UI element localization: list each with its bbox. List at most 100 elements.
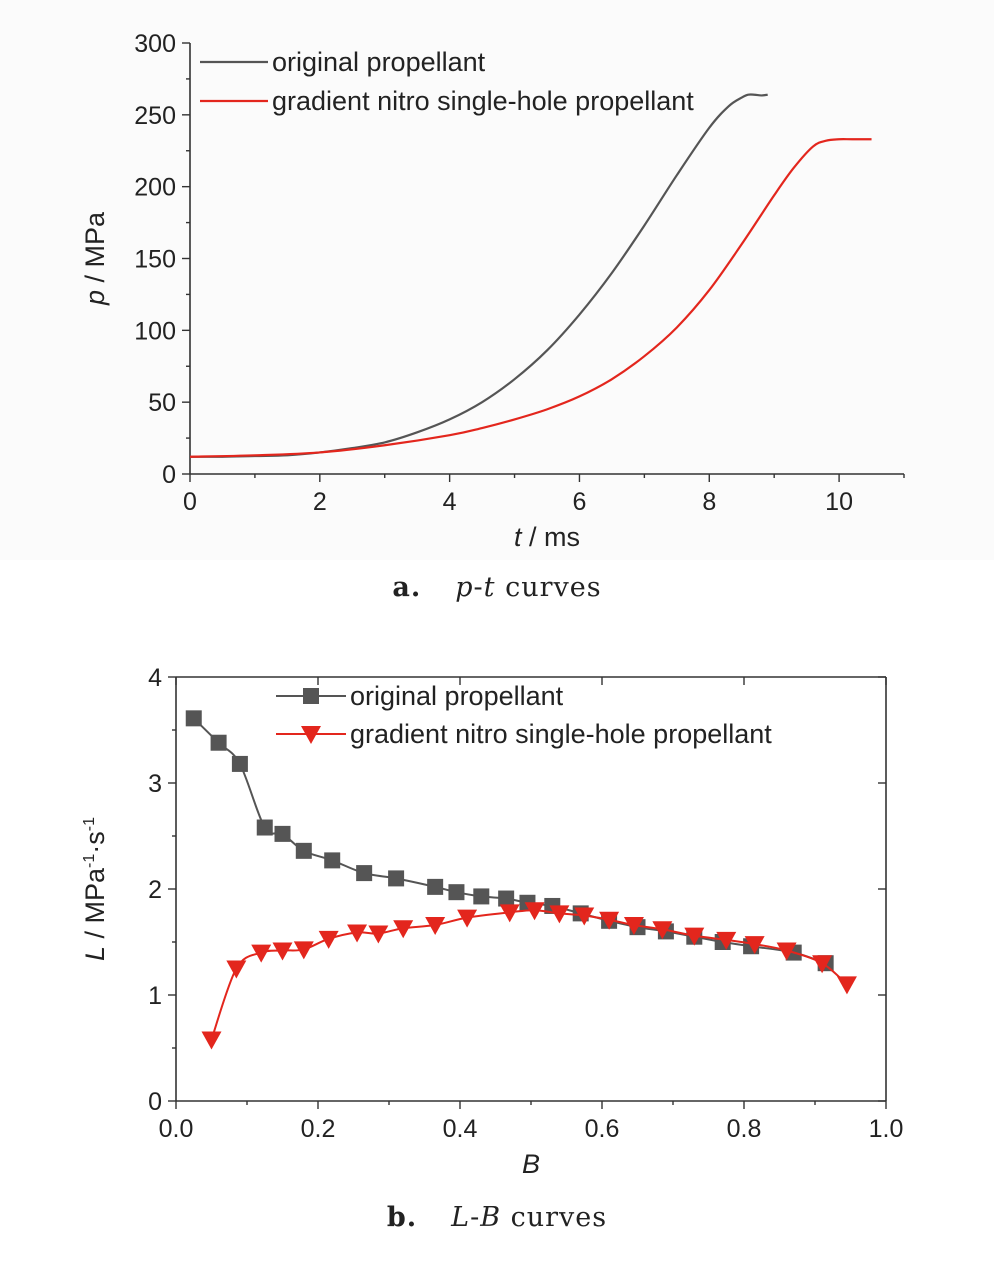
legend-label-0: original propellant (272, 47, 486, 77)
x-tick-label: 2 (313, 488, 327, 516)
y-axis-sup2: -1 (81, 817, 98, 831)
x-axis-title: B (522, 1149, 540, 1179)
y-tick-label: 300 (134, 30, 176, 58)
data-point-triangle (684, 927, 705, 946)
data-point-triangle (393, 920, 414, 939)
data-point-triangle (499, 904, 520, 923)
data-point-triangle (623, 917, 644, 936)
y-tick-label: 0 (162, 461, 176, 489)
data-point-square (498, 890, 515, 907)
caption-b: b. L-B curves (0, 1202, 994, 1233)
y-tick-label: 200 (134, 174, 176, 202)
y-axis-symbol: L (80, 946, 110, 961)
legend-marker-square (303, 688, 319, 704)
x-tick-label: 10 (825, 488, 853, 516)
data-point-square (274, 825, 291, 842)
y-axis-symbol: p (80, 290, 110, 306)
x-tick-label: 6 (573, 488, 587, 516)
data-point-square (324, 852, 341, 869)
data-point-square (231, 755, 248, 772)
x-tick-label: 4 (443, 488, 457, 516)
x-tick-label: 0.2 (301, 1115, 336, 1143)
y-tick-label: 100 (134, 317, 176, 345)
data-point-square (210, 734, 227, 751)
y-tick-label: 50 (148, 389, 176, 417)
data-point-triangle (812, 955, 833, 974)
y-tick-label: 150 (134, 246, 176, 274)
caption-b-x-sym: L (451, 1202, 471, 1233)
y-tick-label: 250 (134, 102, 176, 130)
caption-a: a. p-t curves (0, 572, 994, 603)
series-line-0 (189, 93, 768, 458)
x-tick-label: 0.0 (159, 1115, 194, 1143)
panel-b-lb-chart: 0.0 0.2 0.4 0.6 0.8 1.0 0 1 2 3 4 B L / MPa-1·s-1 ori… (0, 630, 994, 1190)
data-point-square (473, 888, 490, 905)
data-point-triangle (549, 905, 570, 924)
data-point-triangle (368, 925, 389, 944)
data-point-triangle (425, 917, 446, 936)
y-tick-label: 4 (148, 664, 162, 692)
data-point-square (356, 865, 373, 882)
x-tick-label: 8 (702, 488, 716, 516)
x-tick-label: 0.4 (443, 1115, 478, 1143)
data-point-triangle (226, 960, 247, 979)
data-point-triangle (716, 931, 737, 950)
caption-a-y-sym: t (483, 572, 496, 603)
caption-a-sep: - (473, 572, 484, 603)
y-axis-sup1: -1 (81, 854, 98, 868)
y-axis-unit: / MPa (80, 867, 110, 946)
data-point-triangle (599, 911, 620, 930)
data-point-triangle (272, 942, 293, 961)
caption-a-letter: a. (392, 572, 422, 603)
legend-label-1: gradient nitro single-hole propellant (272, 86, 694, 116)
y-axis-mid: ·s (80, 831, 110, 854)
data-point-square (295, 842, 312, 859)
caption-b-sep: - (470, 1202, 481, 1233)
data-point-square (185, 710, 202, 727)
panel-a-pt-chart: 0 2 4 6 8 10 0 50 100 150 200 250 300 t / ms p / MPa or… (0, 0, 994, 560)
data-point-triangle (347, 924, 368, 943)
data-point-triangle (524, 902, 545, 921)
caption-b-letter: b. (386, 1202, 418, 1233)
data-point-triangle (318, 930, 339, 949)
x-axis-unit: / ms (522, 522, 581, 552)
series-line-1 (210, 909, 848, 1040)
data-point-triangle (574, 907, 595, 926)
data-point-triangle (201, 1031, 222, 1050)
data-point-square (448, 884, 465, 901)
caption-a-x-sym: p (455, 572, 474, 603)
x-axis-title: t / ms (514, 522, 580, 552)
x-tick-label: 0.8 (727, 1115, 762, 1143)
y-axis-title: L / MPa-1·s-1 (80, 817, 110, 961)
y-axis-title: p / MPa (80, 211, 110, 306)
legend-marker-triangle (301, 726, 321, 744)
y-tick-label: 2 (148, 876, 162, 904)
y-tick-label: 0 (148, 1088, 162, 1116)
data-point-square (388, 870, 405, 887)
data-point-triangle (836, 976, 857, 995)
caption-b-word: curves (510, 1202, 608, 1233)
y-tick-label: 1 (148, 982, 162, 1010)
data-point-square (256, 819, 273, 836)
legend-label-0: original propellant (350, 681, 564, 711)
x-tick-label: 1.0 (869, 1115, 904, 1143)
caption-b-y-sym: B (480, 1202, 502, 1233)
legend-label-1: gradient nitro single-hole propellant (350, 719, 772, 749)
data-point-triangle (457, 909, 478, 928)
x-tick-label: 0 (183, 488, 197, 516)
data-point-triangle (293, 941, 314, 960)
x-axis-symbol: t (514, 522, 523, 552)
data-point-triangle (652, 921, 673, 940)
x-axis-symbol: B (522, 1149, 540, 1179)
series-line-1 (189, 138, 872, 458)
data-point-triangle (776, 942, 797, 961)
data-point-triangle (744, 936, 765, 955)
y-axis-unit: / MPa (80, 211, 110, 290)
data-point-square (427, 878, 444, 895)
caption-a-word: curves (505, 572, 602, 603)
data-point-triangle (251, 944, 272, 963)
x-tick-label: 0.6 (585, 1115, 620, 1143)
y-tick-label: 3 (148, 770, 162, 798)
